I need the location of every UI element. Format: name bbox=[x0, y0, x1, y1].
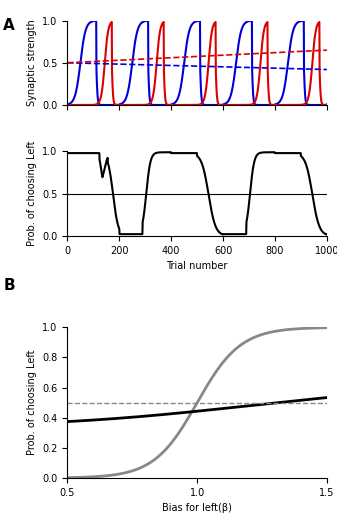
X-axis label: Trial number: Trial number bbox=[166, 261, 228, 271]
Y-axis label: Synaptic strength: Synaptic strength bbox=[27, 20, 37, 106]
Text: B: B bbox=[3, 278, 15, 292]
X-axis label: Bias for left(β): Bias for left(β) bbox=[162, 503, 232, 513]
Y-axis label: Prob. of choosing Left: Prob. of choosing Left bbox=[27, 141, 37, 246]
Text: A: A bbox=[3, 18, 15, 33]
Y-axis label: Prob. of choosing Left: Prob. of choosing Left bbox=[27, 350, 37, 455]
